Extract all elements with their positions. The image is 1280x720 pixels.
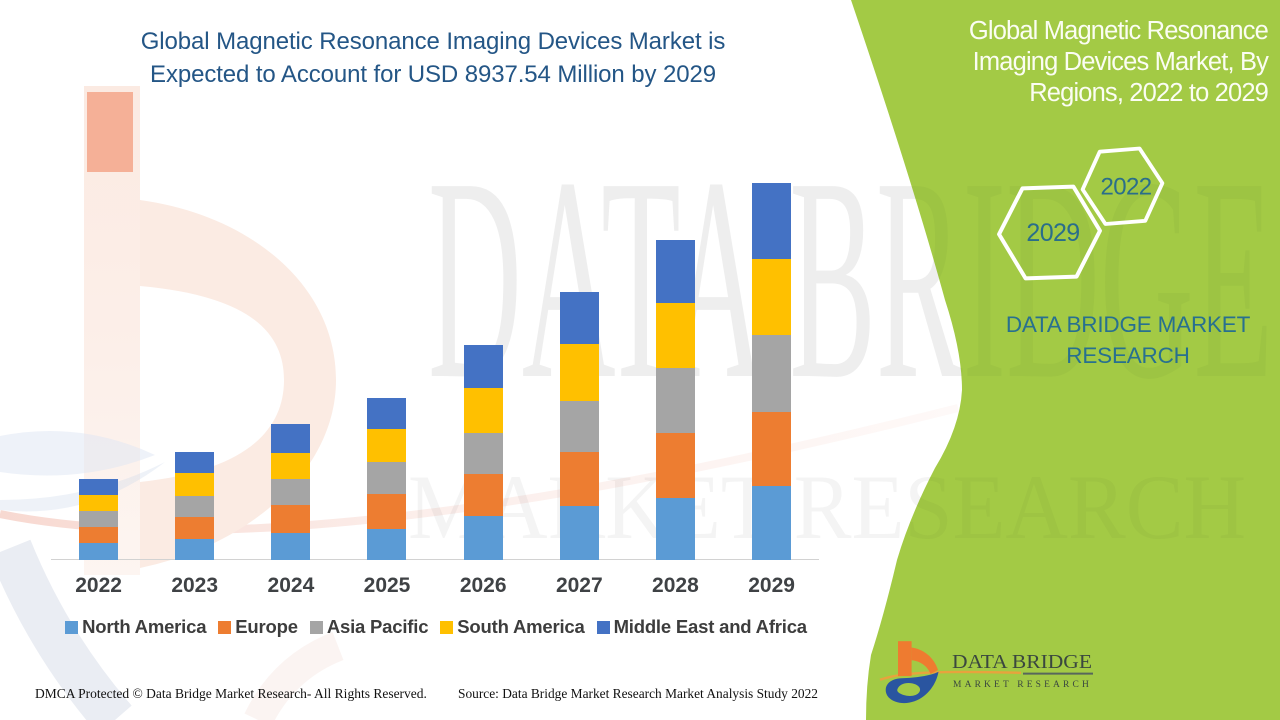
svg-text:DATA BRIDGE: DATA BRIDGE (952, 651, 1092, 673)
svg-text:2029: 2029 (1026, 219, 1079, 247)
svg-text:2022: 2022 (1101, 174, 1152, 201)
svg-text:MARKET RESEARCH: MARKET RESEARCH (953, 679, 1092, 689)
